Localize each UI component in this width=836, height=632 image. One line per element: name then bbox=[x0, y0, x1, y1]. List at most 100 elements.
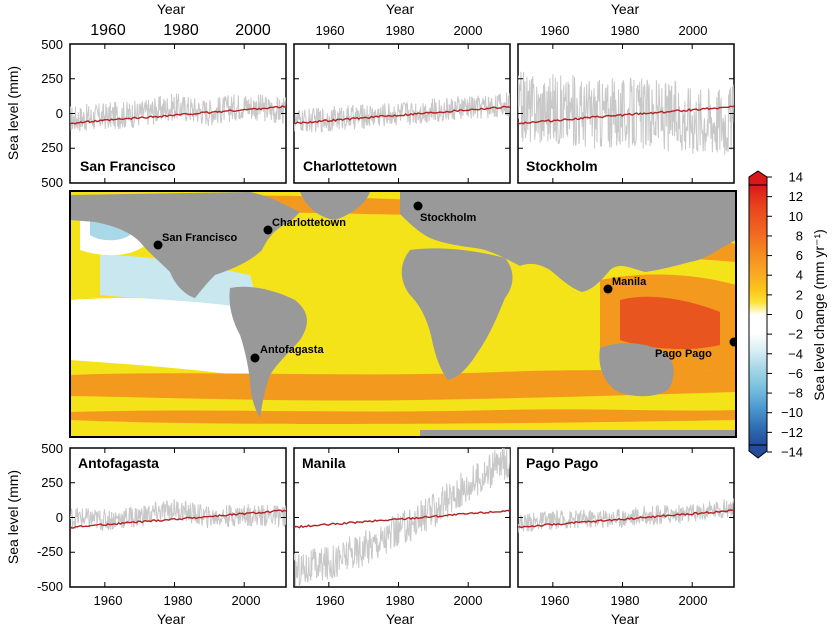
bottom-tick-1980-b: 1980 bbox=[386, 593, 415, 608]
top-tick-1960-c: 1960 bbox=[541, 23, 570, 38]
map-label-antofagasta: Antofagasta bbox=[260, 344, 324, 356]
marker-pago-pago bbox=[729, 337, 736, 347]
colorbar-tick-label: 6 bbox=[796, 248, 803, 263]
bottom-ytick-minus-500: -500 bbox=[37, 579, 63, 594]
map-label-san-francisco: San Francisco bbox=[162, 232, 237, 244]
colorbar-tick-label: −14 bbox=[781, 445, 803, 460]
colorbar-top-arrow bbox=[748, 170, 768, 186]
ocean-white-pacific bbox=[70, 298, 270, 380]
colorbar-ticks: 14 12 10 8 6 4 2 0 −2 −4 −6 −8 −10 −12 −14 bbox=[767, 170, 803, 460]
raw-series-line bbox=[70, 93, 286, 132]
top-ytick-0: 0 bbox=[56, 106, 63, 121]
map-label-manila: Manila bbox=[612, 276, 647, 288]
panel-title-charlottetown: Charlottetown bbox=[303, 158, 397, 174]
land-antarctica bbox=[420, 430, 736, 437]
land-australia bbox=[599, 343, 674, 397]
raw-series-line bbox=[518, 498, 734, 533]
colorbar-tick-label: 0 bbox=[796, 307, 803, 322]
marker-charlottetown bbox=[263, 225, 273, 235]
left-axis-title-top: Sea level (mm) bbox=[5, 66, 21, 160]
colorbar-tick-label: 12 bbox=[789, 189, 803, 204]
top-tick-2000-b: 2000 bbox=[454, 23, 483, 38]
top-axis-titles: Year Year Year bbox=[157, 1, 640, 17]
bottom-ytick-minus-250: -250 bbox=[37, 544, 63, 559]
colorbar-tick-label: −2 bbox=[788, 327, 803, 342]
axis-ticks bbox=[70, 43, 734, 588]
colorbar-tick-label: 8 bbox=[796, 228, 803, 243]
trend-series-line bbox=[518, 105, 734, 125]
trend-series-line bbox=[70, 509, 286, 529]
bottom-tick-1980-c: 1980 bbox=[611, 593, 640, 608]
bottom-ytick-0: 0 bbox=[56, 510, 63, 525]
map-label-pago-pago: Pago Pago bbox=[655, 348, 712, 360]
colorbar-tick-label: −12 bbox=[781, 425, 803, 440]
map-label-stockholm: Stockholm bbox=[420, 212, 476, 224]
bottom-tick-2000-c: 2000 bbox=[679, 593, 708, 608]
colorbar-tick-label: 10 bbox=[789, 209, 803, 224]
trend-series-line bbox=[294, 509, 510, 529]
colorbar-bar bbox=[748, 184, 768, 446]
raw-series-line bbox=[294, 448, 510, 587]
top-axis-title-2: Year bbox=[386, 1, 415, 17]
panel-title-stockholm: Stockholm bbox=[526, 158, 598, 174]
top-y-tick-labels: 500 250 0 250 500 bbox=[41, 37, 63, 190]
colorbar-tick-label: −8 bbox=[788, 386, 803, 401]
bottom-ytick-500: 500 bbox=[41, 441, 63, 456]
top-tick-2000-c: 2000 bbox=[679, 23, 708, 38]
colorbar-tick-label: 4 bbox=[796, 268, 803, 283]
series-charlottetown bbox=[294, 92, 510, 133]
colorbar-tick-label: −4 bbox=[788, 346, 803, 361]
trend-series-line bbox=[294, 105, 510, 125]
colorbar-title: Sea level change (mm yr⁻¹) bbox=[811, 229, 827, 401]
panel-manila bbox=[293, 447, 511, 588]
trend-series-line bbox=[518, 509, 734, 529]
top-ytick-250a: 250 bbox=[41, 71, 63, 86]
world-map: San Francisco Charlottetown Stockholm Ma… bbox=[70, 191, 736, 437]
bottom-axis-title-2: Year bbox=[386, 611, 415, 627]
series-antofagasta bbox=[70, 498, 286, 531]
southern-ocean-orange bbox=[70, 370, 736, 401]
bottom-tick-1960-c: 1960 bbox=[541, 593, 570, 608]
top-tick-1960-a: 1960 bbox=[90, 22, 126, 39]
land-africa bbox=[401, 248, 513, 380]
land-eurasia bbox=[400, 192, 736, 292]
wpacific-red bbox=[620, 296, 720, 350]
bottom-tick-2000-b: 2000 bbox=[454, 593, 483, 608]
top-ytick-500b: 500 bbox=[41, 175, 63, 190]
top-tick-2000-a: 2000 bbox=[235, 22, 271, 39]
top-tick-1980-a: 1980 bbox=[163, 22, 199, 39]
marker-san-francisco bbox=[153, 240, 163, 250]
top-tick-1980-c: 1980 bbox=[611, 23, 640, 38]
colorbar: 14 12 10 8 6 4 2 0 −2 −4 −6 −8 −10 −12 −14 Sea level c… bbox=[748, 170, 827, 460]
land-south-america bbox=[229, 286, 307, 418]
panel-title-pago-pago: Pago Pago bbox=[526, 455, 598, 471]
colorbar-tick-label: −6 bbox=[788, 366, 803, 381]
colorbar-tick-label: 14 bbox=[789, 170, 803, 185]
series-manila bbox=[294, 448, 510, 587]
marker-antofagasta bbox=[250, 353, 260, 363]
marker-manila bbox=[603, 284, 613, 294]
bottom-tick-1960-a: 1960 bbox=[94, 593, 123, 608]
raw-series-line bbox=[294, 92, 510, 133]
map-label-charlottetown: Charlottetown bbox=[272, 217, 346, 229]
bottom-tick-2000-a: 2000 bbox=[232, 593, 261, 608]
bottom-tick-1980-a: 1980 bbox=[164, 593, 193, 608]
top-year-tick-labels: 1960 1980 2000 1960 1980 2000 1960 1980 … bbox=[90, 22, 707, 39]
bottom-year-tick-labels: 1960 1980 2000 1960 1980 2000 1960 1980 … bbox=[94, 593, 708, 608]
bottom-ytick-250: 250 bbox=[41, 475, 63, 490]
top-ytick-250b: 250 bbox=[41, 140, 63, 155]
colorbar-bottom-arrow bbox=[748, 444, 768, 459]
bottom-y-tick-labels: 500 250 0 -250 -500 bbox=[37, 441, 63, 594]
top-axis-title-1: Year bbox=[157, 1, 186, 17]
top-ytick-500a: 500 bbox=[41, 37, 63, 52]
colorbar-tick-label: 2 bbox=[796, 287, 803, 302]
raw-series-line bbox=[518, 71, 734, 155]
marker-stockholm bbox=[413, 201, 423, 211]
series-stockholm bbox=[518, 71, 734, 155]
left-axis-title-bottom: Sea level (mm) bbox=[5, 470, 21, 564]
bottom-axis-title-3: Year bbox=[611, 611, 640, 627]
land-greenland bbox=[300, 192, 370, 220]
series-san-francisco bbox=[70, 93, 286, 132]
trend-series-line bbox=[70, 105, 286, 125]
